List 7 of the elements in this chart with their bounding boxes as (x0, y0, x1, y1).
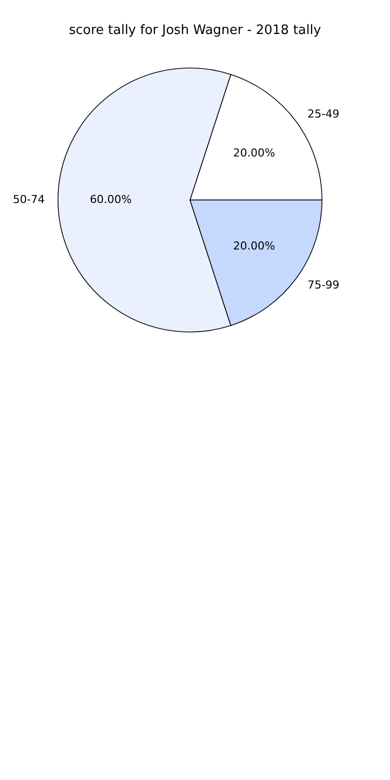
data-label: 60.00% (90, 193, 132, 206)
slice-label: 25-49 (307, 108, 340, 121)
data-label: 20.00% (233, 240, 276, 253)
slice-label: 50-74 (12, 193, 45, 206)
chart-title: score tally for Josh Wagner - 2018 tally (68, 23, 322, 38)
data-label: 20.00% (233, 146, 276, 160)
slice-label: 75-99 (307, 278, 340, 292)
